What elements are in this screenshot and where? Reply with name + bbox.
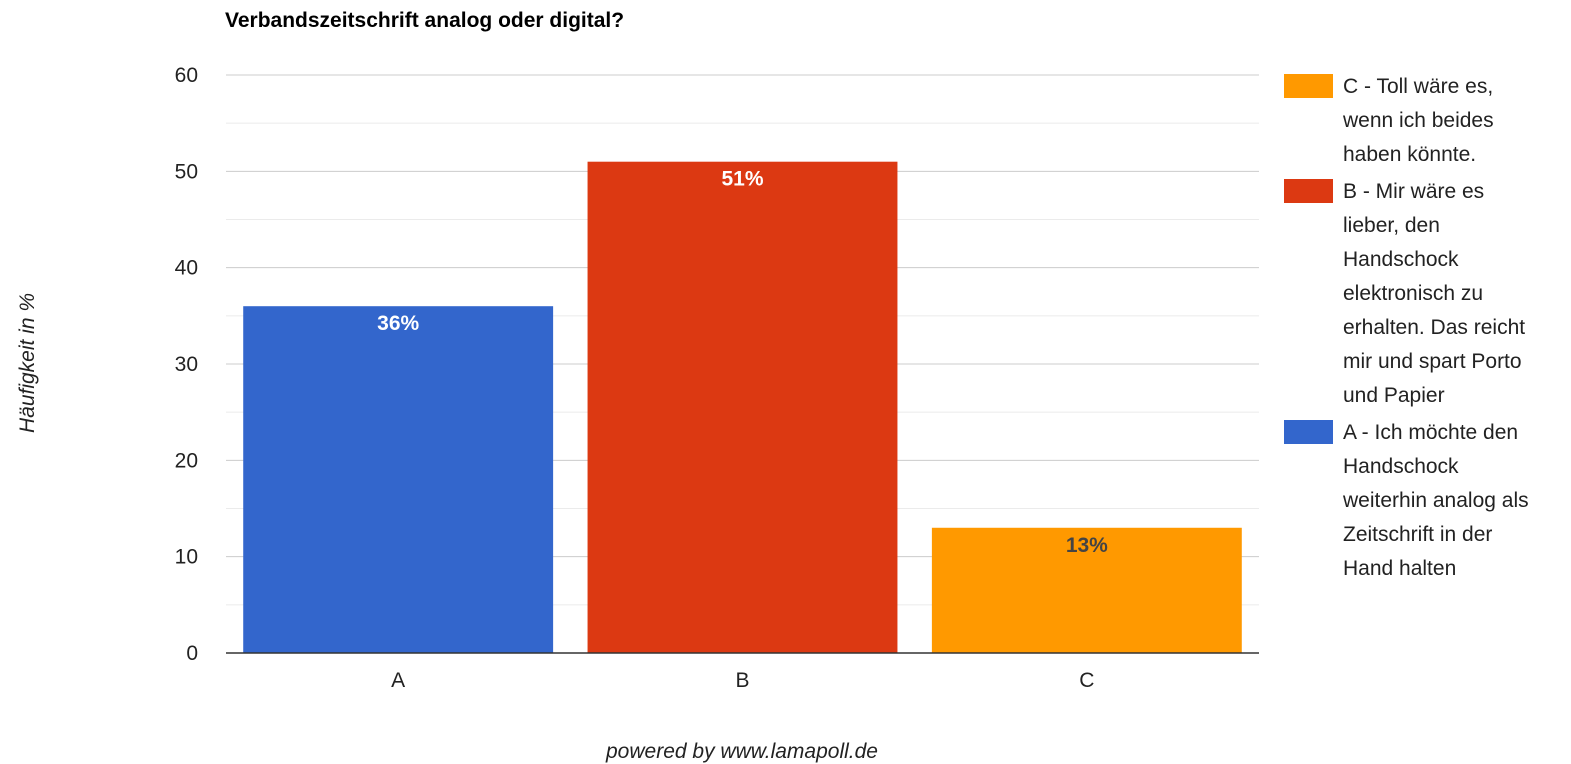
y-tick-label: 60 <box>175 64 198 87</box>
x-tick-label: B <box>735 669 749 692</box>
x-axis-ticks: A B C <box>391 669 1094 692</box>
legend-label: Hand halten <box>1343 557 1456 580</box>
x-tick-label: A <box>391 669 405 692</box>
legend-swatch <box>1284 74 1333 98</box>
legend-label: haben könnte. <box>1343 143 1476 166</box>
y-tick-label: 10 <box>175 546 198 569</box>
data-labels: 36% 51% 13% <box>377 168 1108 557</box>
legend-label: lieber, den <box>1343 214 1440 237</box>
bars <box>243 161 1242 653</box>
footer-credit: powered by www.lamapoll.de <box>605 740 878 763</box>
legend-item: A - Ich möchte den Handschock weiterhin an… <box>1284 420 1529 580</box>
legend-label: A - Ich möchte den <box>1343 421 1518 444</box>
bar-a <box>243 306 554 653</box>
legend-label: wenn ich beides <box>1342 109 1494 132</box>
bar-c <box>931 527 1242 653</box>
legend-label: B - Mir wäre es <box>1343 180 1484 203</box>
legend-label: elektronisch zu <box>1343 282 1483 305</box>
data-label: 36% <box>377 312 419 335</box>
legend-label: weiterhin analog als <box>1342 489 1529 512</box>
legend-label: Handschock <box>1343 248 1459 271</box>
y-tick-label: 40 <box>175 257 198 280</box>
y-tick-label: 30 <box>175 353 198 376</box>
legend-item: B - Mir wäre es lieber, den Handschock elek… <box>1284 179 1525 407</box>
legend-label: Handschock <box>1343 455 1459 478</box>
legend-swatch <box>1284 179 1333 203</box>
legend-swatch <box>1284 420 1333 444</box>
chart-title: Verbandszeitschrift analog oder digital? <box>225 9 624 32</box>
data-label: 51% <box>721 168 763 191</box>
legend-label: und Papier <box>1343 384 1445 407</box>
legend-label: mir und spart Porto <box>1343 350 1522 373</box>
y-tick-label: 50 <box>175 160 198 183</box>
legend-item: C - Toll wäre es, wenn ich beides haben kö… <box>1284 74 1494 166</box>
y-tick-label: 20 <box>175 449 198 472</box>
legend-label: erhalten. Das reicht <box>1343 316 1525 339</box>
legend-label: C - Toll wäre es, <box>1343 75 1493 98</box>
y-axis-ticks: 0 10 20 30 40 50 60 <box>175 64 198 665</box>
y-tick-label: 0 <box>186 642 198 665</box>
y-axis-label: Häufigkeit in % <box>16 293 39 433</box>
data-label: 13% <box>1066 534 1108 557</box>
x-tick-label: C <box>1079 669 1094 692</box>
legend-label: Zeitschrift in der <box>1343 523 1492 546</box>
legend: C - Toll wäre es, wenn ich beides haben kö… <box>1284 74 1529 580</box>
bar-b <box>587 161 898 653</box>
